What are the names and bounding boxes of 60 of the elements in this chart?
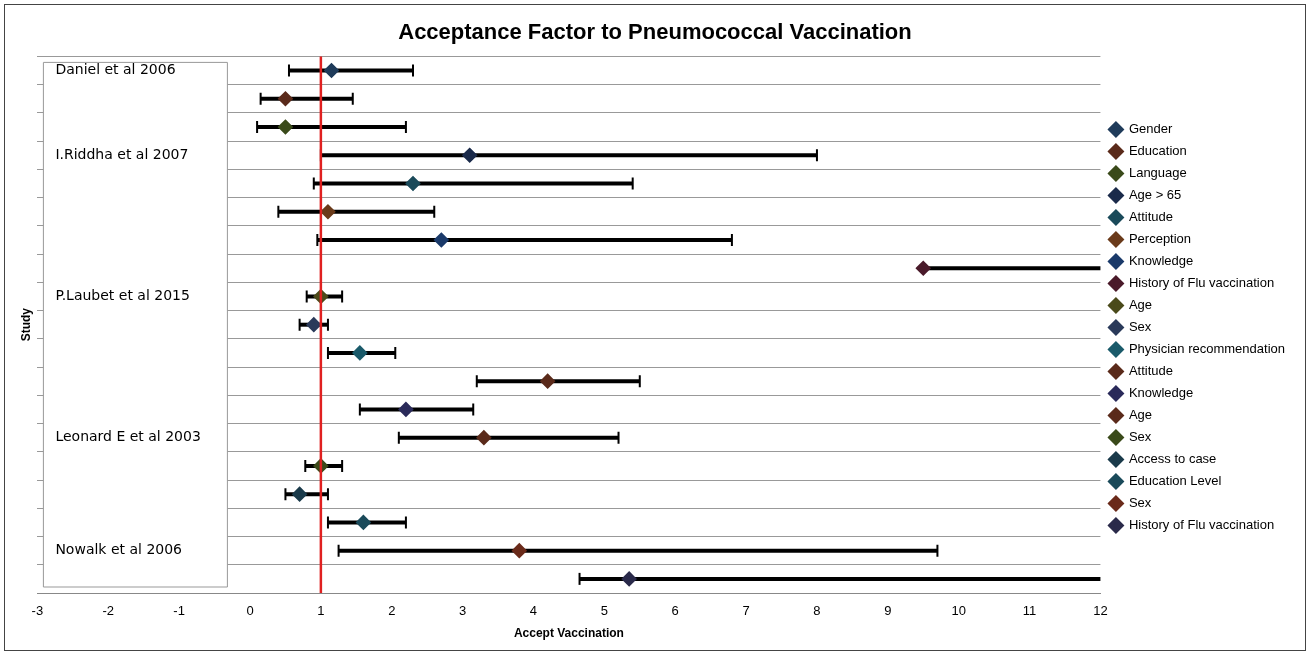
legend-label: History of Flu vaccination (1128, 275, 1275, 291)
point (356, 515, 371, 530)
point (512, 543, 527, 558)
point (292, 487, 307, 502)
x-tick-label: 0 (246, 603, 254, 619)
x-tick-label: 1 (317, 603, 325, 619)
annotation: I.Riddha et al 2007 (55, 145, 189, 162)
legend-label: Language (1128, 165, 1187, 181)
x-tick-label: 4 (529, 603, 538, 619)
point (434, 232, 449, 247)
point (278, 120, 293, 135)
legend-label: Gender (1128, 121, 1173, 137)
x-tick-label: -2 (102, 603, 115, 619)
point (476, 430, 491, 445)
point (306, 317, 321, 332)
legend-label: Sex (1128, 319, 1152, 335)
x-tick-label: 6 (671, 603, 679, 619)
x-tick-label: 5 (600, 603, 608, 619)
point (622, 571, 637, 586)
x-tick-label: 3 (458, 603, 467, 619)
legend-label: Attitude (1128, 363, 1174, 379)
legend-label: Attitude (1128, 209, 1174, 225)
x-axis-title: Accept Vaccination (513, 626, 624, 641)
legend-label: Education (1128, 143, 1187, 159)
annotation: Leonard E et al 2003 (55, 428, 201, 445)
legend-label: Knowledge (1128, 253, 1194, 269)
annotation: Daniel et al 2006 (55, 61, 176, 78)
legend-label: Sex (1128, 429, 1152, 445)
point (462, 148, 477, 163)
legend-label: Education Level (1128, 473, 1222, 489)
legend-label: Age > 65 (1128, 187, 1182, 203)
point (916, 261, 931, 276)
annotation: Nowalk et al 2006 (55, 541, 183, 558)
x-tick-label: 10 (951, 603, 966, 619)
legend-label: Perception (1128, 231, 1192, 247)
y-axis-title: Study (18, 307, 33, 342)
point (406, 176, 420, 191)
x-tick-label: 2 (388, 603, 396, 619)
legend-label: Age (1128, 407, 1153, 423)
x-tick-label: -3 (31, 603, 44, 619)
point (540, 374, 555, 389)
x-tick-label: 12 (1093, 603, 1108, 619)
point (320, 204, 335, 219)
point (352, 345, 367, 360)
x-tick-label: 8 (813, 603, 821, 619)
annotation: P.Laubet et al 2015 (55, 287, 190, 304)
legend-label: Sex (1128, 495, 1152, 511)
legend-label: History of Flu vaccination (1128, 517, 1275, 533)
point (324, 63, 339, 78)
x-tick-label: -1 (173, 603, 185, 619)
chart-title: Acceptance Factor to Pneumococcal Vaccination (398, 19, 912, 45)
x-tick-label: 11 (1022, 603, 1037, 619)
point (278, 91, 293, 106)
point (398, 402, 413, 417)
legend-label: Age (1128, 297, 1153, 313)
x-tick-label: 7 (742, 603, 750, 619)
x-tick-label: 9 (884, 603, 892, 619)
legend-label: Physician recommendation (1128, 341, 1285, 357)
legend-label: Access to case (1128, 451, 1217, 467)
legend-label: Knowledge (1128, 385, 1194, 401)
